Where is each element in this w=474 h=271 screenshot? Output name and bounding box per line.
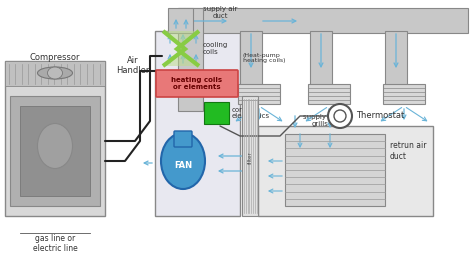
Text: retrun air
duct: retrun air duct bbox=[390, 141, 427, 161]
Text: gas line or
electric line: gas line or electric line bbox=[33, 234, 77, 253]
Bar bbox=[238, 84, 280, 104]
Text: Compressor: Compressor bbox=[30, 53, 80, 62]
Text: control
electronics: control electronics bbox=[232, 107, 270, 120]
Bar bbox=[178, 8, 203, 111]
Text: (Heat-pump
heating coils): (Heat-pump heating coils) bbox=[243, 53, 285, 63]
Ellipse shape bbox=[47, 67, 63, 79]
Bar bbox=[385, 31, 407, 86]
Bar bbox=[168, 8, 193, 33]
Bar bbox=[10, 96, 100, 206]
Bar bbox=[310, 31, 332, 86]
Bar bbox=[258, 126, 433, 216]
Bar bbox=[242, 96, 258, 216]
Bar bbox=[240, 31, 262, 86]
Ellipse shape bbox=[37, 124, 73, 169]
Text: supply air
grills: supply air grills bbox=[303, 114, 337, 127]
Circle shape bbox=[328, 104, 352, 128]
Bar bbox=[155, 31, 240, 216]
Bar bbox=[5, 61, 105, 86]
Bar bbox=[383, 84, 425, 104]
Ellipse shape bbox=[161, 133, 205, 189]
Ellipse shape bbox=[37, 67, 73, 79]
Text: cooling
coils: cooling coils bbox=[203, 43, 228, 56]
Text: heating coils
or elements: heating coils or elements bbox=[172, 77, 223, 90]
FancyBboxPatch shape bbox=[156, 70, 238, 97]
Polygon shape bbox=[163, 31, 199, 66]
Text: Thermostat: Thermostat bbox=[356, 111, 404, 121]
Bar bbox=[285, 134, 385, 206]
Bar bbox=[5, 61, 105, 216]
Text: Air
Handler: Air Handler bbox=[116, 56, 150, 75]
Circle shape bbox=[334, 110, 346, 122]
Text: FAN: FAN bbox=[174, 162, 192, 170]
Bar bbox=[204, 102, 229, 124]
FancyBboxPatch shape bbox=[174, 131, 192, 147]
Text: filter: filter bbox=[247, 152, 253, 164]
Bar bbox=[308, 84, 350, 104]
Text: supply air
duct: supply air duct bbox=[203, 6, 237, 19]
Bar bbox=[178, 8, 468, 33]
Bar bbox=[20, 106, 90, 196]
